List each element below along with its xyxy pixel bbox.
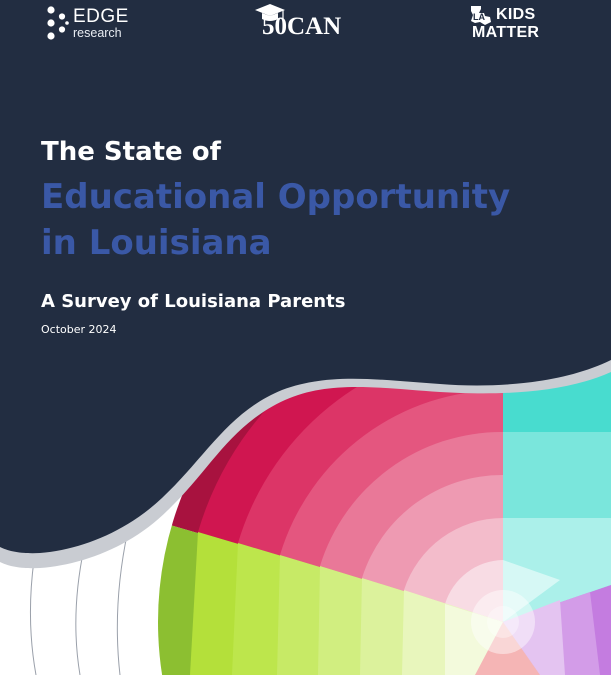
- title-highlight: Educational Opportunity in Louisiana: [41, 174, 510, 266]
- title-line-2: Educational Opportunity: [41, 177, 511, 217]
- louisiana-shape-icon: LA: [471, 6, 491, 25]
- edge-logo-subtext: research: [73, 25, 122, 40]
- pie-wedge-lime: [158, 522, 503, 675]
- edge-research-logo: EDGE research: [45, 4, 129, 42]
- la-kids-matter-logo: LA KIDS MATTER: [470, 5, 554, 41]
- la-kids-logo-line1: KIDS: [496, 6, 536, 23]
- title-line-1: The State of: [41, 137, 221, 167]
- graduation-cap-icon: [255, 4, 285, 21]
- la-kids-logo-line2: MATTER: [472, 24, 540, 41]
- edge-logo-text: EDGE: [73, 5, 129, 27]
- edge-dots-icon: [47, 6, 69, 40]
- report-subtitle: A Survey of Louisiana Parents: [41, 291, 346, 312]
- pie-wedge-coral: [475, 622, 540, 675]
- title-line-3: in Louisiana: [41, 223, 272, 263]
- report-date: October 2024: [41, 323, 117, 336]
- pie-wedge-lavender: [503, 585, 611, 675]
- navy-header: [0, 0, 611, 554]
- fiftycan-logo-text: 50CAN: [262, 13, 342, 40]
- svg-text:LA: LA: [473, 12, 485, 22]
